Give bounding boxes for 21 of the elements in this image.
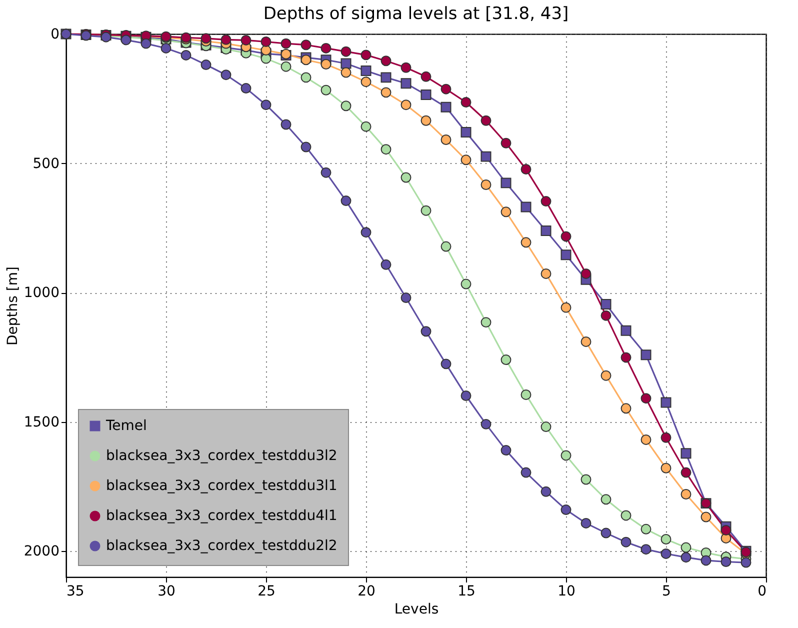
x-tick-label: 15 <box>458 584 476 600</box>
x-axis-title: Levels <box>394 602 439 618</box>
y-tick-label: 1000 <box>24 285 60 302</box>
y-tick-label: 500 <box>32 156 60 172</box>
x-tick-label: 5 <box>662 584 671 600</box>
y-tick-label: 2000 <box>24 544 60 560</box>
y-tick-label: 0 <box>50 26 60 42</box>
legend-label: blacksea_3x3_cordex_testddu3l2 <box>106 448 338 464</box>
y-axis-title: Depths [m] <box>4 266 21 346</box>
legend-label: blacksea_3x3_cordex_testddu3l1 <box>106 478 338 494</box>
legend-label: Temel <box>105 418 147 434</box>
x-tick-label: 35 <box>66 584 84 600</box>
x-tick-label: 10 <box>558 584 576 600</box>
legend-label: blacksea_3x3_cordex_testddu4l1 <box>106 508 338 524</box>
x-tick-label: 25 <box>258 584 276 600</box>
x-tick-label: 0 <box>758 584 766 600</box>
legend-label: blacksea_3x3_cordex_testddu2l2 <box>106 538 338 554</box>
y-tick-label: 1500 <box>24 414 60 430</box>
x-tick-label: 20 <box>358 584 376 600</box>
x-tick-label: 30 <box>158 584 176 600</box>
chart-title: Depths of sigma levels at [31.8, 43] <box>263 4 569 24</box>
